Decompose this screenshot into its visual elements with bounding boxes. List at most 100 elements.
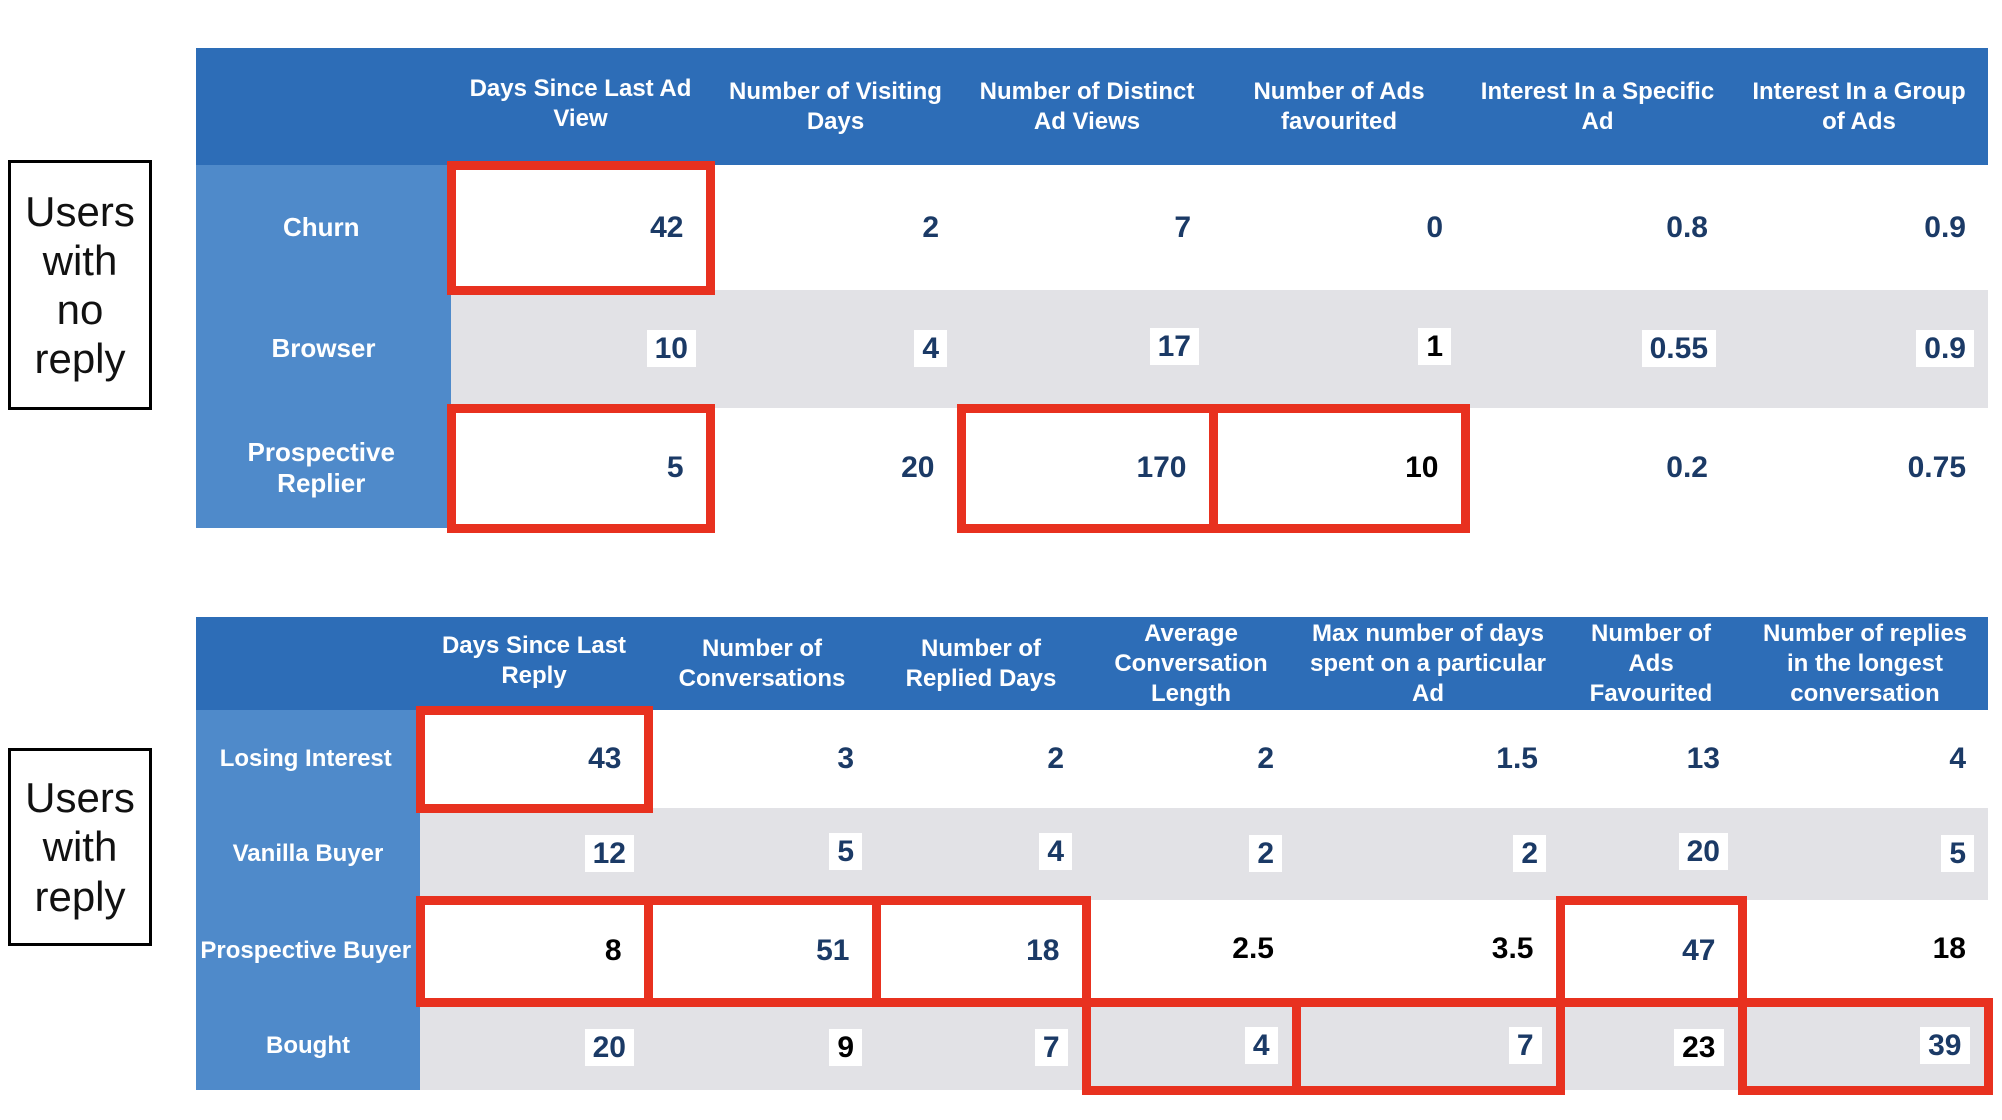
value-cell: 3.5 xyxy=(1296,900,1560,1002)
value-cell: 4 xyxy=(710,290,961,408)
value-cell-highlighted: 43 xyxy=(415,705,653,813)
value: 12 xyxy=(584,835,634,872)
column-header: Number of replies in the longest convers… xyxy=(1742,617,1988,710)
value: 7 xyxy=(1034,1029,1068,1067)
value: 2 xyxy=(1039,740,1072,777)
value-cell: 18 xyxy=(1742,900,1988,1002)
value: 0.9 xyxy=(1916,330,1974,367)
value: 4 xyxy=(1941,740,1974,777)
value-cell: 2.5 xyxy=(1086,900,1296,1002)
value-cell: 0.8 xyxy=(1465,165,1730,290)
value: 5 xyxy=(1941,835,1974,872)
value: 13 xyxy=(1678,740,1728,777)
row-label: Browser xyxy=(196,290,451,408)
value: 5 xyxy=(829,832,862,870)
value-cell: 1 xyxy=(1213,290,1465,408)
column-header: Number of Replied Days xyxy=(876,617,1086,710)
value: 17 xyxy=(1149,327,1199,365)
value-cell: 0.9 xyxy=(1730,290,1988,408)
row-label: Churn xyxy=(196,165,451,290)
value: 1 xyxy=(1418,327,1451,365)
value: 2.5 xyxy=(1224,929,1282,967)
value: 42 xyxy=(642,208,692,246)
value: 23 xyxy=(1674,1029,1724,1067)
value-cell: 5 xyxy=(648,808,876,900)
table-users-no-reply: Days Since Last Ad View Number of Visiti… xyxy=(196,48,1993,533)
value-cell: 7 xyxy=(961,165,1213,290)
value-cell: 4 xyxy=(1742,710,1988,808)
value: 9 xyxy=(829,1029,862,1067)
value-cell: 0.55 xyxy=(1465,290,1730,408)
value-cell-highlighted: 51 xyxy=(643,895,881,1007)
column-header: Number of Conversations xyxy=(648,617,876,710)
value: 18 xyxy=(1018,932,1068,969)
value: 47 xyxy=(1674,932,1724,969)
value: 20 xyxy=(1678,832,1728,870)
column-header: Max number of days spent on a particular… xyxy=(1296,617,1560,710)
value-cell: 2 xyxy=(710,165,961,290)
value: 18 xyxy=(1924,929,1974,967)
value: 2 xyxy=(1249,835,1282,872)
value: 4 xyxy=(914,330,947,367)
column-header: Days Since Last Ad View xyxy=(451,48,710,165)
value: 2 xyxy=(1249,740,1282,777)
value: 2 xyxy=(1513,835,1546,872)
corner-cell xyxy=(196,48,451,165)
users-with-reply-label: Users with reply xyxy=(8,748,152,946)
value-cell-highlighted: 47 xyxy=(1555,895,1747,1007)
column-header: Interest In a Specific Ad xyxy=(1465,48,1730,165)
value-cell: 4 xyxy=(876,808,1086,900)
value: 3 xyxy=(829,740,862,777)
value: 20 xyxy=(893,449,943,486)
value-cell-highlighted: 8 xyxy=(415,895,653,1007)
value-cell: 10 xyxy=(451,290,710,408)
value-cell-highlighted: 7 xyxy=(1291,997,1565,1095)
value: 10 xyxy=(1397,449,1447,486)
value-cell: 23 xyxy=(1560,1002,1742,1090)
value: 5 xyxy=(658,449,692,486)
value-cell: 20 xyxy=(1560,808,1742,900)
value: 20 xyxy=(584,1029,634,1067)
value: 51 xyxy=(808,932,858,969)
value: 4 xyxy=(1039,832,1072,870)
value-cell: 0.2 xyxy=(1465,408,1730,528)
column-header: Number of Ads Favourited xyxy=(1560,617,1742,710)
value: 1.5 xyxy=(1488,740,1546,777)
value: 0.75 xyxy=(1899,449,1974,486)
column-header: Days Since Last Reply xyxy=(420,617,648,710)
value: 43 xyxy=(580,740,630,777)
users-no-reply-label: Users with no reply xyxy=(8,160,152,410)
row-label: Vanilla Buyer xyxy=(196,808,420,900)
value: 2 xyxy=(914,208,947,246)
value-cell: 0.9 xyxy=(1730,165,1988,290)
value-cell: 20 xyxy=(420,1002,648,1090)
column-header: Number of Ads favourited xyxy=(1213,48,1465,165)
value: 0.9 xyxy=(1916,208,1974,246)
value-cell: 12 xyxy=(420,808,648,900)
value-cell-highlighted: 18 xyxy=(871,895,1091,1007)
value: 0.2 xyxy=(1658,449,1716,486)
value-cell: 9 xyxy=(648,1002,876,1090)
value-cell: 0 xyxy=(1213,165,1465,290)
column-header: Number of Distinct Ad Views xyxy=(961,48,1213,165)
row-label: Prospective Replier xyxy=(196,408,451,528)
column-header: Interest In a Group of Ads xyxy=(1730,48,1988,165)
value-cell-highlighted: 39 xyxy=(1737,997,1993,1095)
value-cell: 1.5 xyxy=(1296,710,1560,808)
row-label: Losing Interest xyxy=(196,710,420,808)
value: 170 xyxy=(1128,449,1195,486)
value: 0 xyxy=(1418,208,1451,246)
value: 7 xyxy=(1508,1027,1542,1064)
value: 3.5 xyxy=(1483,929,1542,967)
value-cell: 2 xyxy=(1086,710,1296,808)
value: 0.8 xyxy=(1658,208,1716,246)
row-label: Prospective Buyer xyxy=(196,900,420,1002)
value-cell-highlighted: 42 xyxy=(446,160,715,295)
value: 8 xyxy=(596,932,630,969)
value: 39 xyxy=(1920,1027,1970,1064)
value-cell: 13 xyxy=(1560,710,1742,808)
value-cell: 5 xyxy=(1742,808,1988,900)
table-users-with-reply: Days Since Last Reply Number of Conversa… xyxy=(196,617,1993,1095)
value-cell: 17 xyxy=(961,290,1213,408)
value: 10 xyxy=(646,330,696,367)
